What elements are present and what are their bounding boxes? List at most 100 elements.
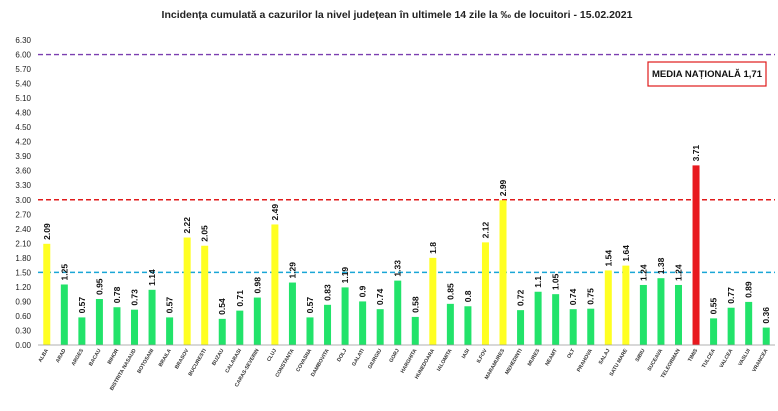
data-label: 0.36 xyxy=(761,307,771,324)
x-tick-label: PRAHOVA xyxy=(576,348,594,373)
x-tick-label: GORJ xyxy=(388,348,401,364)
bar xyxy=(499,200,507,345)
bar xyxy=(236,310,244,345)
reference-lines xyxy=(38,53,775,274)
x-tick-label: ILFOV xyxy=(476,348,489,365)
data-label: 0.74 xyxy=(375,288,385,305)
y-tick-label: 1.80 xyxy=(15,254,31,263)
data-label: 0.85 xyxy=(445,283,455,300)
data-label: 0.55 xyxy=(709,298,719,315)
y-tick-label: 0.00 xyxy=(15,341,31,350)
bar xyxy=(569,309,577,345)
data-label: 2.49 xyxy=(270,204,280,221)
x-tick-label: BRAILA xyxy=(158,348,173,368)
x-tick-label: BIHOR xyxy=(107,348,121,366)
bar xyxy=(253,297,261,345)
data-label: 0.74 xyxy=(568,288,578,305)
bar xyxy=(43,243,51,345)
y-tick-label: 0.30 xyxy=(15,326,31,335)
national-average-label: MEDIA NAȚIONALĂ 1,71 xyxy=(652,69,763,80)
data-label: 1.8 xyxy=(428,242,438,254)
x-tick-label: IASI xyxy=(461,348,472,360)
bar xyxy=(762,327,770,345)
data-label: 2.09 xyxy=(42,223,52,240)
bar xyxy=(113,307,121,345)
data-label: 0.98 xyxy=(252,277,262,294)
x-tick-label: BUCURESTI xyxy=(188,348,209,378)
bar xyxy=(517,310,525,345)
bar xyxy=(622,265,630,345)
x-tick-label: VRANCEA xyxy=(751,348,769,373)
data-label: 0.89 xyxy=(744,281,754,298)
y-tick-label: 3.90 xyxy=(15,152,31,161)
bar xyxy=(552,294,560,345)
x-tick-label: BRASOV xyxy=(174,348,191,371)
y-tick-label: 3.00 xyxy=(15,196,31,205)
national-average-border xyxy=(647,61,767,87)
x-tick-label: ALBA xyxy=(38,348,51,364)
bar xyxy=(341,287,349,345)
data-label: 0.75 xyxy=(586,288,596,305)
data-label: 0.58 xyxy=(410,296,420,313)
data-labels: 2.09 1.25 0.57 0.95 0.78 0.73 1.14 0.57 2.22 2.05… xyxy=(42,145,771,324)
x-tick-label: MEHEDINTI xyxy=(504,348,524,376)
y-tick-label: 2.40 xyxy=(15,225,31,234)
y-tick-label: 0.90 xyxy=(15,297,31,306)
bar xyxy=(131,309,139,345)
chart-title: Incidența cumulată a cazurilor la nivel … xyxy=(162,9,633,21)
data-label: 0.9 xyxy=(358,285,368,297)
y-tick-label: 5.10 xyxy=(15,94,31,103)
data-label: 0.71 xyxy=(235,290,245,307)
national-average-box: MEDIA NAȚIONALĂ 1,71 xyxy=(647,61,767,87)
data-label: 1.24 xyxy=(673,264,683,281)
data-label: 2.22 xyxy=(182,217,192,234)
data-label: 0.57 xyxy=(77,297,87,314)
bar xyxy=(745,301,753,345)
x-tick-label: SATU MARE xyxy=(609,348,630,378)
data-label: 0.83 xyxy=(323,284,333,301)
data-label: 1.38 xyxy=(656,257,666,274)
y-tick-label: 4.20 xyxy=(15,138,31,147)
x-tick-label: TIMIS xyxy=(687,348,699,363)
x-tick-label: NEAMT xyxy=(544,347,559,367)
bar xyxy=(324,304,332,345)
bar xyxy=(394,280,402,345)
data-label: 0.95 xyxy=(94,278,104,295)
bar xyxy=(60,284,68,345)
bar xyxy=(657,278,665,345)
bar xyxy=(376,309,384,345)
bar xyxy=(692,165,700,345)
bar xyxy=(411,316,419,345)
bar xyxy=(446,303,454,345)
y-tick-label: 3.30 xyxy=(15,181,31,190)
data-label: 0.73 xyxy=(130,289,140,306)
y-tick-label: 5.70 xyxy=(15,65,31,74)
data-label: 2.99 xyxy=(498,179,508,196)
data-label: 0.57 xyxy=(165,297,175,314)
x-tick-label: GALATI xyxy=(351,348,366,368)
bar xyxy=(429,257,437,345)
data-label: 1.54 xyxy=(603,250,613,267)
bar xyxy=(534,291,542,345)
x-tick-label: ARGES xyxy=(71,348,86,367)
bar xyxy=(95,299,103,345)
x-tick-label: ARAD xyxy=(55,348,68,364)
x-tick-label: DAMBOVITA xyxy=(310,348,331,378)
bar xyxy=(148,289,156,345)
data-label: 1.33 xyxy=(393,260,403,277)
bar xyxy=(271,224,279,345)
data-label: 0.57 xyxy=(305,297,315,314)
bar xyxy=(201,245,209,345)
bar xyxy=(78,317,86,345)
bar xyxy=(218,318,226,345)
data-label: 2.12 xyxy=(480,222,490,239)
bar xyxy=(587,308,595,345)
data-label: 1.1 xyxy=(533,276,543,288)
x-tick-label: COVASNA xyxy=(295,348,313,373)
bar xyxy=(674,284,682,345)
x-tick-label: SUCEAVA xyxy=(647,348,665,373)
data-label: 1.19 xyxy=(340,267,350,284)
